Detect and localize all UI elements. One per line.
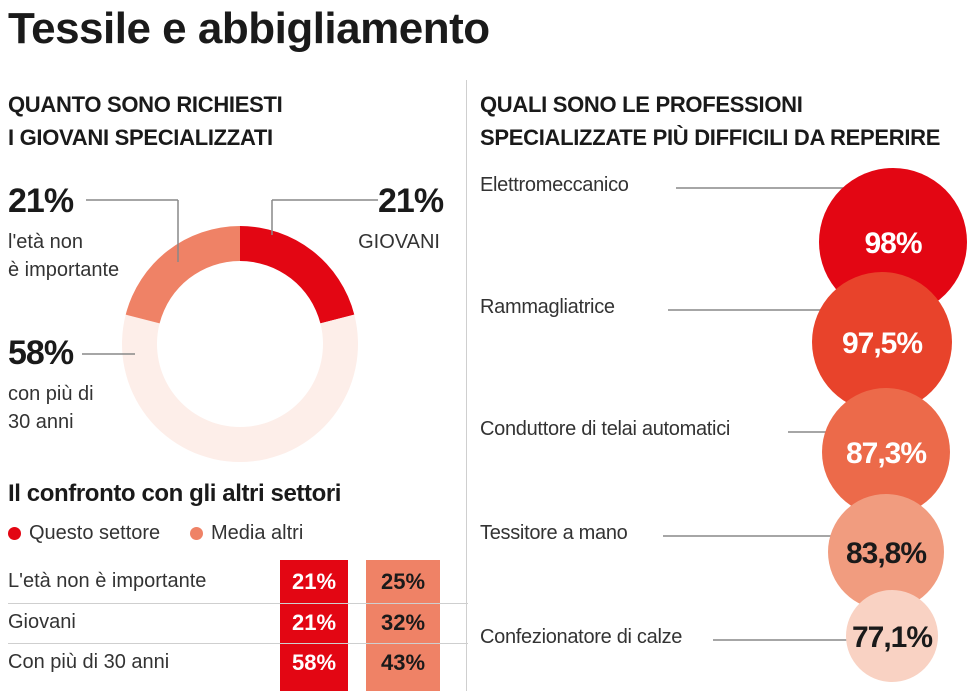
table-cell-this: 21% <box>291 569 337 594</box>
table-cell-other: 43% <box>380 650 426 675</box>
donut-slices <box>121 226 359 462</box>
donut-slice-eta <box>125 226 240 324</box>
profession-bubble <box>846 590 938 682</box>
donut-slice-giovani <box>240 226 355 324</box>
row-divider <box>8 643 468 644</box>
legend-dot-this-sector <box>8 527 21 540</box>
right-section-heading: QUALI SONO LE PROFESSIONI SPECIALIZZATE … <box>480 88 940 154</box>
profession-label: Conduttore di telai automatici <box>480 418 731 440</box>
table-cell-this: 58% <box>291 650 337 675</box>
profession-bubble-value: 83,8% <box>846 537 926 570</box>
profession-bubble <box>828 494 944 610</box>
donut-label-over30-pct: 58% <box>8 334 74 372</box>
right-heading-line-2: SPECIALIZZATE PIÙ DIFFICILI DA REPERIRE <box>480 125 941 150</box>
donut-label-eta-pct: 21% <box>8 182 74 220</box>
profession-bubble <box>822 388 950 516</box>
donut-label-over30-desc: con più di 30 anni <box>8 383 94 433</box>
bubbles: 98% 97,5% 87,3% 83,8% 77,1% <box>663 168 967 682</box>
column-bg-this-sector <box>280 560 348 691</box>
page-title: Tessile e abbigliamento <box>8 4 490 53</box>
donut-chart <box>82 199 378 462</box>
profession-label: Tessitore a mano <box>480 522 628 544</box>
profession-label: Confezionatore di calze <box>480 626 683 648</box>
donut-slice-over30 <box>121 314 359 462</box>
donut-label-giovani-pct: 21% <box>378 182 444 220</box>
legend-item-this-sector: Questo settore <box>8 522 160 545</box>
profession-bubble-value: 98% <box>864 227 921 260</box>
left-heading-line-1: QUANTO SONO RICHIESTI <box>8 92 283 117</box>
profession-bubble-value: 87,3% <box>846 437 926 470</box>
legend-label-this-sector: Questo settore <box>29 522 161 544</box>
left-heading-line-2: I GIOVANI SPECIALIZZATI <box>8 125 273 150</box>
left-section-heading: QUANTO SONO RICHIESTI I GIOVANI SPECIALI… <box>8 88 283 154</box>
table-cell-other: 25% <box>380 569 426 594</box>
table-cell-other: 32% <box>380 610 426 635</box>
legend-dot-other <box>190 527 203 540</box>
profession-bubble <box>812 272 952 412</box>
profession-bubble-value: 77,1% <box>852 621 932 654</box>
table-row-label: Con più di 30 anni <box>8 651 170 673</box>
profession-bubble-value: 97,5% <box>842 327 922 360</box>
profession-label: Rammagliatrice <box>480 296 615 318</box>
column-bg-other <box>366 560 440 691</box>
legend-item-other: Media altri <box>190 522 303 545</box>
column-divider <box>466 80 467 691</box>
table-row-label: L'età non è importante <box>8 570 207 592</box>
profession-label: Elettromeccanico <box>480 174 629 196</box>
professions-bubble-chart: 98% 97,5% 87,3% 83,8% 77,1% <box>663 168 967 682</box>
row-divider <box>8 603 468 604</box>
donut-label-eta-desc: l'età non è importante <box>8 231 120 281</box>
right-heading-line-1: QUALI SONO LE PROFESSIONI <box>480 92 803 117</box>
table-cell-this: 21% <box>291 610 337 635</box>
comparison-title: Il confronto con gli altri settori <box>8 480 342 507</box>
table-row-label: Giovani <box>8 611 76 633</box>
donut-label-giovani-desc: GIOVANI <box>358 231 440 253</box>
legend-label-other: Media altri <box>211 522 304 544</box>
